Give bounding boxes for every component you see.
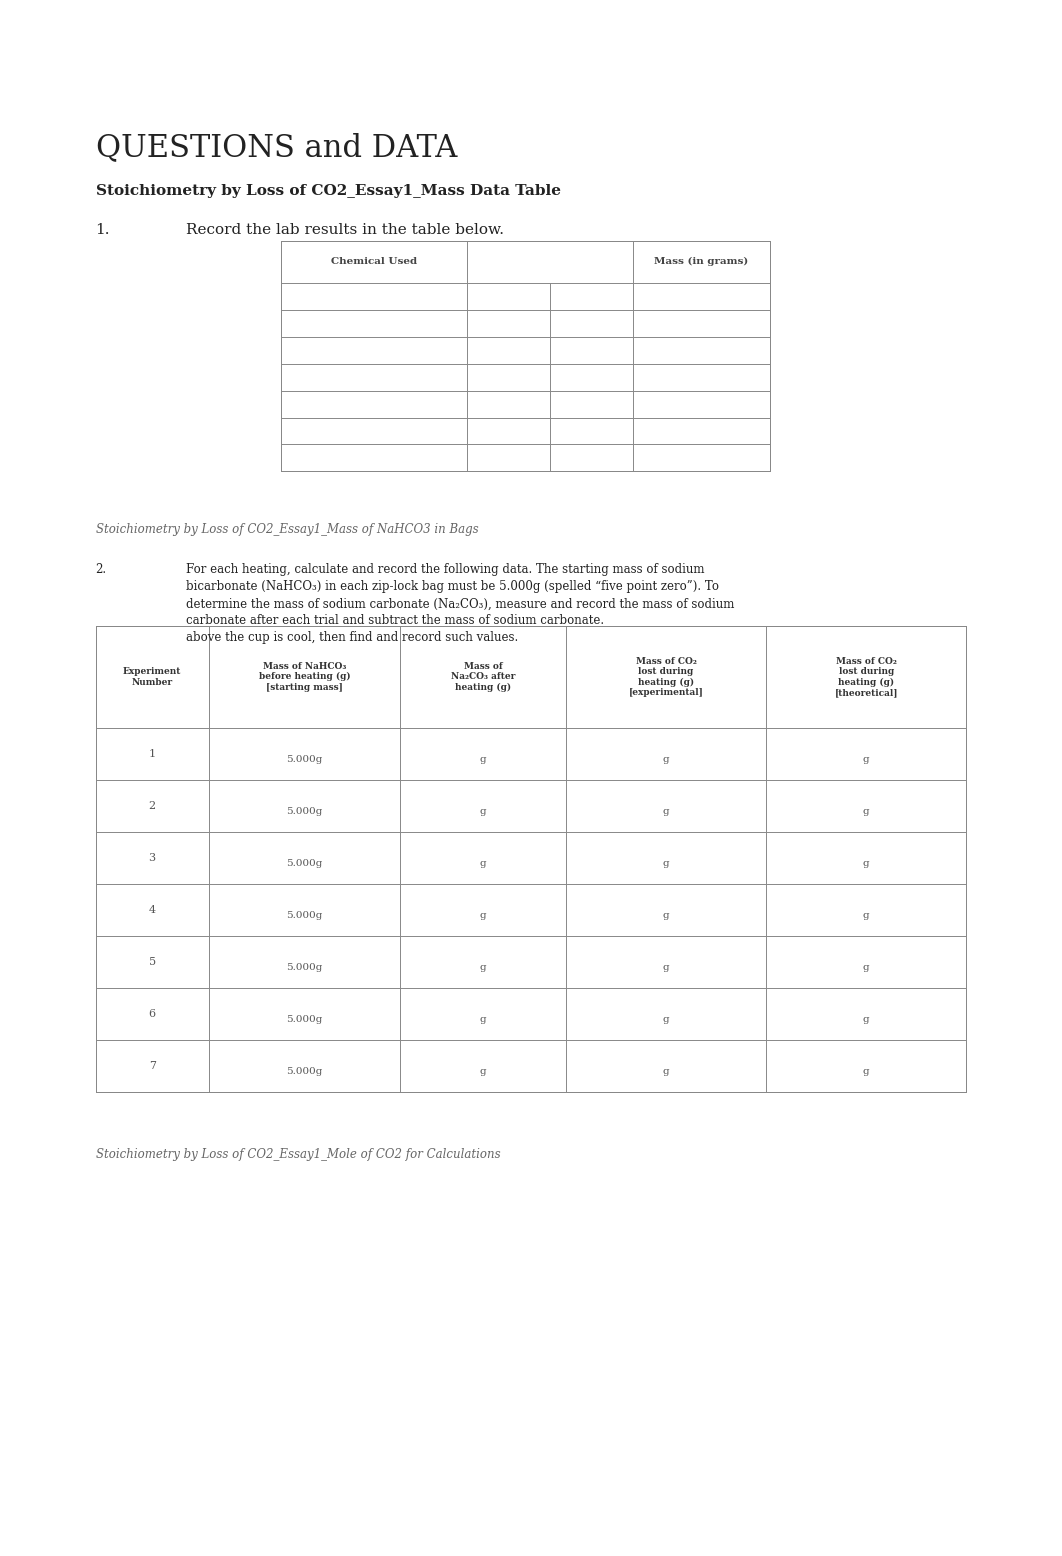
Text: g: g: [863, 808, 870, 815]
Text: g: g: [663, 808, 669, 815]
Text: 6: 6: [149, 1010, 156, 1019]
Text: 2: 2: [149, 801, 156, 811]
Text: g: g: [480, 963, 486, 972]
Text: Mass of CO₂
lost during
heating (g)
[experimental]: Mass of CO₂ lost during heating (g) [exp…: [629, 657, 703, 697]
Text: 4: 4: [149, 906, 156, 915]
Text: g: g: [480, 1067, 486, 1077]
Text: g: g: [480, 910, 486, 920]
Text: g: g: [863, 755, 870, 764]
Text: g: g: [663, 1015, 669, 1024]
Text: 2.: 2.: [96, 563, 106, 576]
Text: g: g: [663, 859, 669, 868]
Text: 5.000g: 5.000g: [287, 808, 323, 815]
Text: g: g: [480, 755, 486, 764]
Text: g: g: [663, 1067, 669, 1077]
Text: 1.: 1.: [96, 223, 110, 237]
Text: 5.000g: 5.000g: [287, 1015, 323, 1024]
Text: Stoichiometry by Loss of CO2_Essay1_Mole of CO2 for Calculations: Stoichiometry by Loss of CO2_Essay1_Mole…: [96, 1148, 500, 1161]
Bar: [281, 241, 770, 471]
Text: g: g: [663, 963, 669, 972]
Text: 5.000g: 5.000g: [287, 910, 323, 920]
Text: g: g: [480, 1015, 486, 1024]
Text: Chemical Used: Chemical Used: [331, 257, 417, 266]
Text: Stoichiometry by Loss of CO2_Essay1_Mass Data Table: Stoichiometry by Loss of CO2_Essay1_Mass…: [96, 184, 561, 198]
Text: g: g: [863, 963, 870, 972]
Text: g: g: [863, 910, 870, 920]
Text: g: g: [480, 859, 486, 868]
Text: g: g: [863, 859, 870, 868]
Text: 5.000g: 5.000g: [287, 963, 323, 972]
Text: g: g: [863, 1015, 870, 1024]
Text: 5.000g: 5.000g: [287, 755, 323, 764]
Text: g: g: [663, 755, 669, 764]
Text: Mass of CO₂
lost during
heating (g)
[theoretical]: Mass of CO₂ lost during heating (g) [the…: [835, 657, 898, 697]
Text: Stoichiometry by Loss of CO2_Essay1_Mass of NaHCO3 in Bags: Stoichiometry by Loss of CO2_Essay1_Mass…: [96, 523, 478, 535]
Text: 5.000g: 5.000g: [287, 859, 323, 868]
Text: 5: 5: [149, 957, 156, 968]
Text: 5.000g: 5.000g: [287, 1067, 323, 1077]
Text: 7: 7: [149, 1061, 156, 1071]
Text: Experiment
Number: Experiment Number: [123, 668, 182, 686]
Text: 3: 3: [149, 853, 156, 864]
Text: g: g: [480, 808, 486, 815]
Text: Mass (in grams): Mass (in grams): [654, 257, 749, 266]
Text: QUESTIONS and DATA: QUESTIONS and DATA: [96, 132, 457, 163]
Bar: [96, 626, 966, 1092]
Text: Record the lab results in the table below.: Record the lab results in the table belo…: [186, 223, 503, 237]
Text: 1: 1: [149, 750, 156, 759]
Text: For each heating, calculate and record the following data. The starting mass of : For each heating, calculate and record t…: [186, 563, 734, 644]
Text: g: g: [663, 910, 669, 920]
Text: g: g: [863, 1067, 870, 1077]
Text: Mass of
Na₂CO₃ after
heating (g): Mass of Na₂CO₃ after heating (g): [451, 661, 515, 692]
Text: Mass of NaHCO₃
before heating (g)
[starting mass]: Mass of NaHCO₃ before heating (g) [start…: [259, 661, 350, 692]
